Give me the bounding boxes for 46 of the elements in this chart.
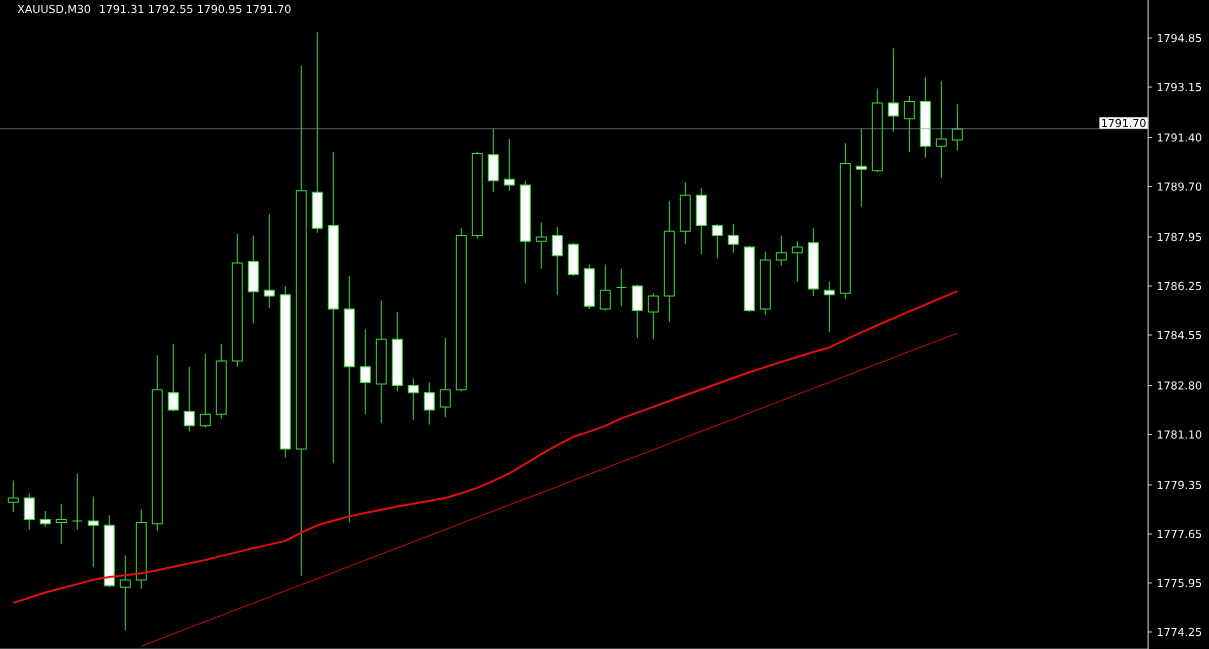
candlestick [439, 337, 451, 418]
candlestick [647, 292, 659, 340]
candlestick [71, 472, 83, 531]
y-tick-label: 1775.95 [1157, 578, 1202, 588]
candlestick [7, 480, 19, 513]
candlestick [359, 328, 371, 415]
candlestick [263, 213, 275, 309]
candlestick [599, 263, 611, 312]
y-tick-label: 1794.85 [1157, 33, 1202, 43]
chart-subtitle: 1791.31 1792.55 1790.95 1791.70 [100, 4, 291, 14]
ref-line-label: 1791.70 [1102, 118, 1146, 128]
candlestick [535, 222, 547, 270]
y-tick-label: 1781.10 [1157, 430, 1202, 439]
candlestick [23, 493, 35, 531]
y-tick-label: 1784.55 [1157, 330, 1202, 340]
candlestick [775, 235, 787, 267]
candlestick [727, 223, 739, 254]
y-tick-label: 1793.15 [1157, 82, 1202, 92]
candlestick [823, 281, 835, 333]
candlestick [855, 128, 867, 208]
candlestick [423, 382, 435, 425]
candlestick [503, 138, 515, 192]
y-tick-label: 1782.80 [1157, 381, 1202, 390]
candlestick [119, 555, 131, 632]
y-tick-label: 1789.70 [1157, 182, 1202, 191]
candlestick [791, 240, 803, 283]
candlestick [615, 268, 627, 307]
chart-title: XAUUSD,M30 [17, 4, 91, 15]
y-tick-label: 1791.40 [1157, 133, 1202, 142]
candlestick [167, 343, 179, 412]
candlestick [903, 95, 915, 153]
y-tick-label: 1779.35 [1157, 480, 1202, 490]
candlestick [551, 226, 563, 296]
candlestick [87, 495, 99, 568]
candlestick [183, 366, 195, 433]
y-tick-label: 1774.25 [1157, 627, 1202, 637]
y-tick-label: 1787.95 [1157, 232, 1202, 242]
y-tick-label: 1777.65 [1157, 529, 1202, 539]
candlestick [935, 80, 947, 179]
y-tick-label: 1786.25 [1157, 281, 1202, 291]
candlestick [951, 103, 963, 151]
candlestick [711, 223, 723, 260]
candlestick [887, 47, 899, 133]
candlestick [199, 353, 211, 428]
candlestick [407, 377, 419, 421]
candlestick [55, 503, 67, 545]
